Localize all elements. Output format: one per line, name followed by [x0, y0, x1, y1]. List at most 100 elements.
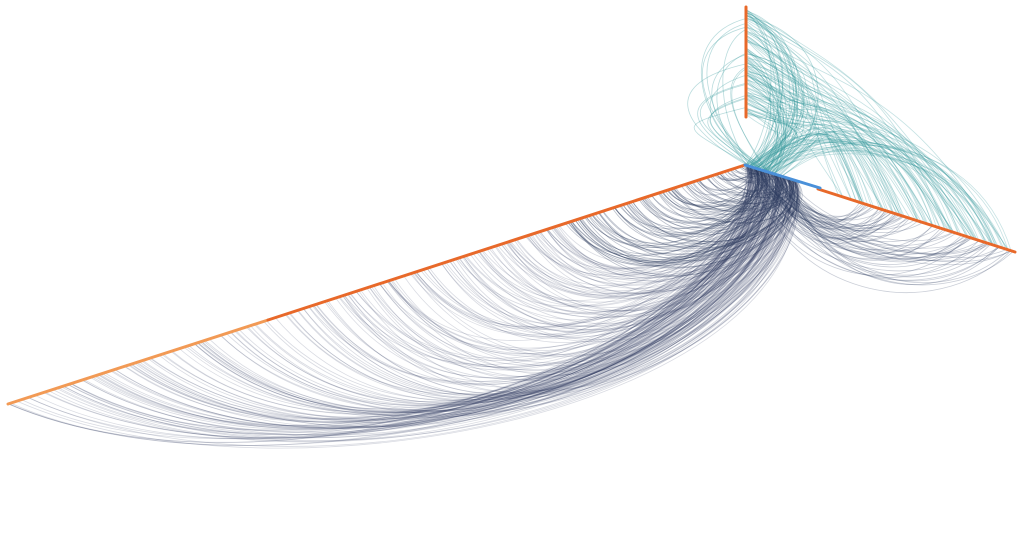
link: [325, 179, 795, 396]
link: [349, 169, 762, 371]
link: [767, 127, 869, 206]
link: [716, 52, 748, 167]
link: [730, 169, 787, 187]
link: [313, 171, 768, 396]
link: [661, 173, 779, 216]
link: [710, 95, 760, 170]
link: [754, 167, 890, 226]
link: [58, 168, 758, 434]
link: [675, 175, 788, 215]
link: [745, 63, 809, 168]
axis-long-left: [266, 163, 747, 322]
link: [786, 177, 980, 255]
link: [745, 81, 973, 239]
link: [752, 167, 957, 252]
link: [315, 166, 753, 384]
link: [745, 19, 953, 232]
link: [751, 167, 1000, 281]
link: [651, 167, 760, 219]
link: [495, 179, 799, 317]
link: [476, 170, 766, 307]
link: [696, 175, 787, 205]
link: [776, 174, 866, 230]
link: [709, 97, 774, 174]
link: [130, 168, 757, 423]
link: [764, 170, 883, 221]
link: [745, 39, 973, 239]
link: [753, 167, 887, 239]
link: [745, 70, 883, 210]
link: [745, 83, 949, 231]
link: [745, 110, 779, 170]
link: [52, 178, 790, 443]
link: [570, 178, 798, 276]
link: [745, 88, 852, 200]
link: [506, 178, 793, 312]
link: [758, 148, 997, 246]
link: [506, 167, 759, 298]
link: [284, 174, 779, 401]
link: [693, 107, 752, 168]
link: [249, 165, 749, 404]
link: [759, 169, 884, 230]
link: [265, 175, 782, 401]
link: [745, 64, 780, 171]
link: [685, 170, 767, 202]
link: [765, 151, 993, 245]
link: [27, 178, 791, 447]
link: [745, 12, 798, 174]
link: [721, 172, 794, 195]
link: [368, 175, 781, 371]
link: [302, 176, 788, 398]
link: [625, 168, 759, 235]
link: [513, 169, 761, 297]
link: [355, 166, 754, 361]
link: [745, 25, 844, 198]
link: [546, 180, 801, 292]
link: [779, 128, 865, 204]
link: [745, 96, 959, 235]
link: [756, 168, 901, 230]
link: [620, 166, 755, 235]
links-top-loop: [687, 9, 820, 175]
link: [778, 175, 880, 236]
link: [263, 171, 769, 404]
link: [750, 138, 919, 222]
link: [745, 99, 976, 240]
link: [778, 175, 971, 249]
link: [745, 29, 999, 247]
link: [745, 79, 805, 173]
link: [745, 9, 978, 241]
link: [687, 165, 753, 196]
links-top-to-right: [745, 9, 1012, 251]
link: [782, 176, 886, 240]
link: [757, 168, 973, 259]
link: [643, 175, 782, 226]
link: [21, 168, 758, 440]
link: [245, 174, 778, 406]
link: [500, 175, 785, 294]
link: [346, 177, 788, 380]
link: [486, 165, 750, 306]
link: [719, 172, 790, 193]
link: [315, 180, 800, 399]
link: [745, 31, 795, 172]
link: [124, 167, 755, 423]
link: [745, 74, 777, 171]
link: [667, 166, 761, 207]
link: [759, 141, 941, 229]
link: [745, 98, 962, 235]
link: [458, 173, 773, 321]
link: [744, 17, 784, 166]
link: [311, 176, 784, 396]
link: [745, 14, 894, 214]
link: [472, 180, 796, 319]
link: [327, 173, 776, 395]
link: [745, 31, 805, 171]
link: [781, 135, 863, 204]
link: [756, 130, 937, 228]
link: [745, 74, 900, 216]
link: [730, 66, 769, 173]
link: [640, 176, 784, 235]
